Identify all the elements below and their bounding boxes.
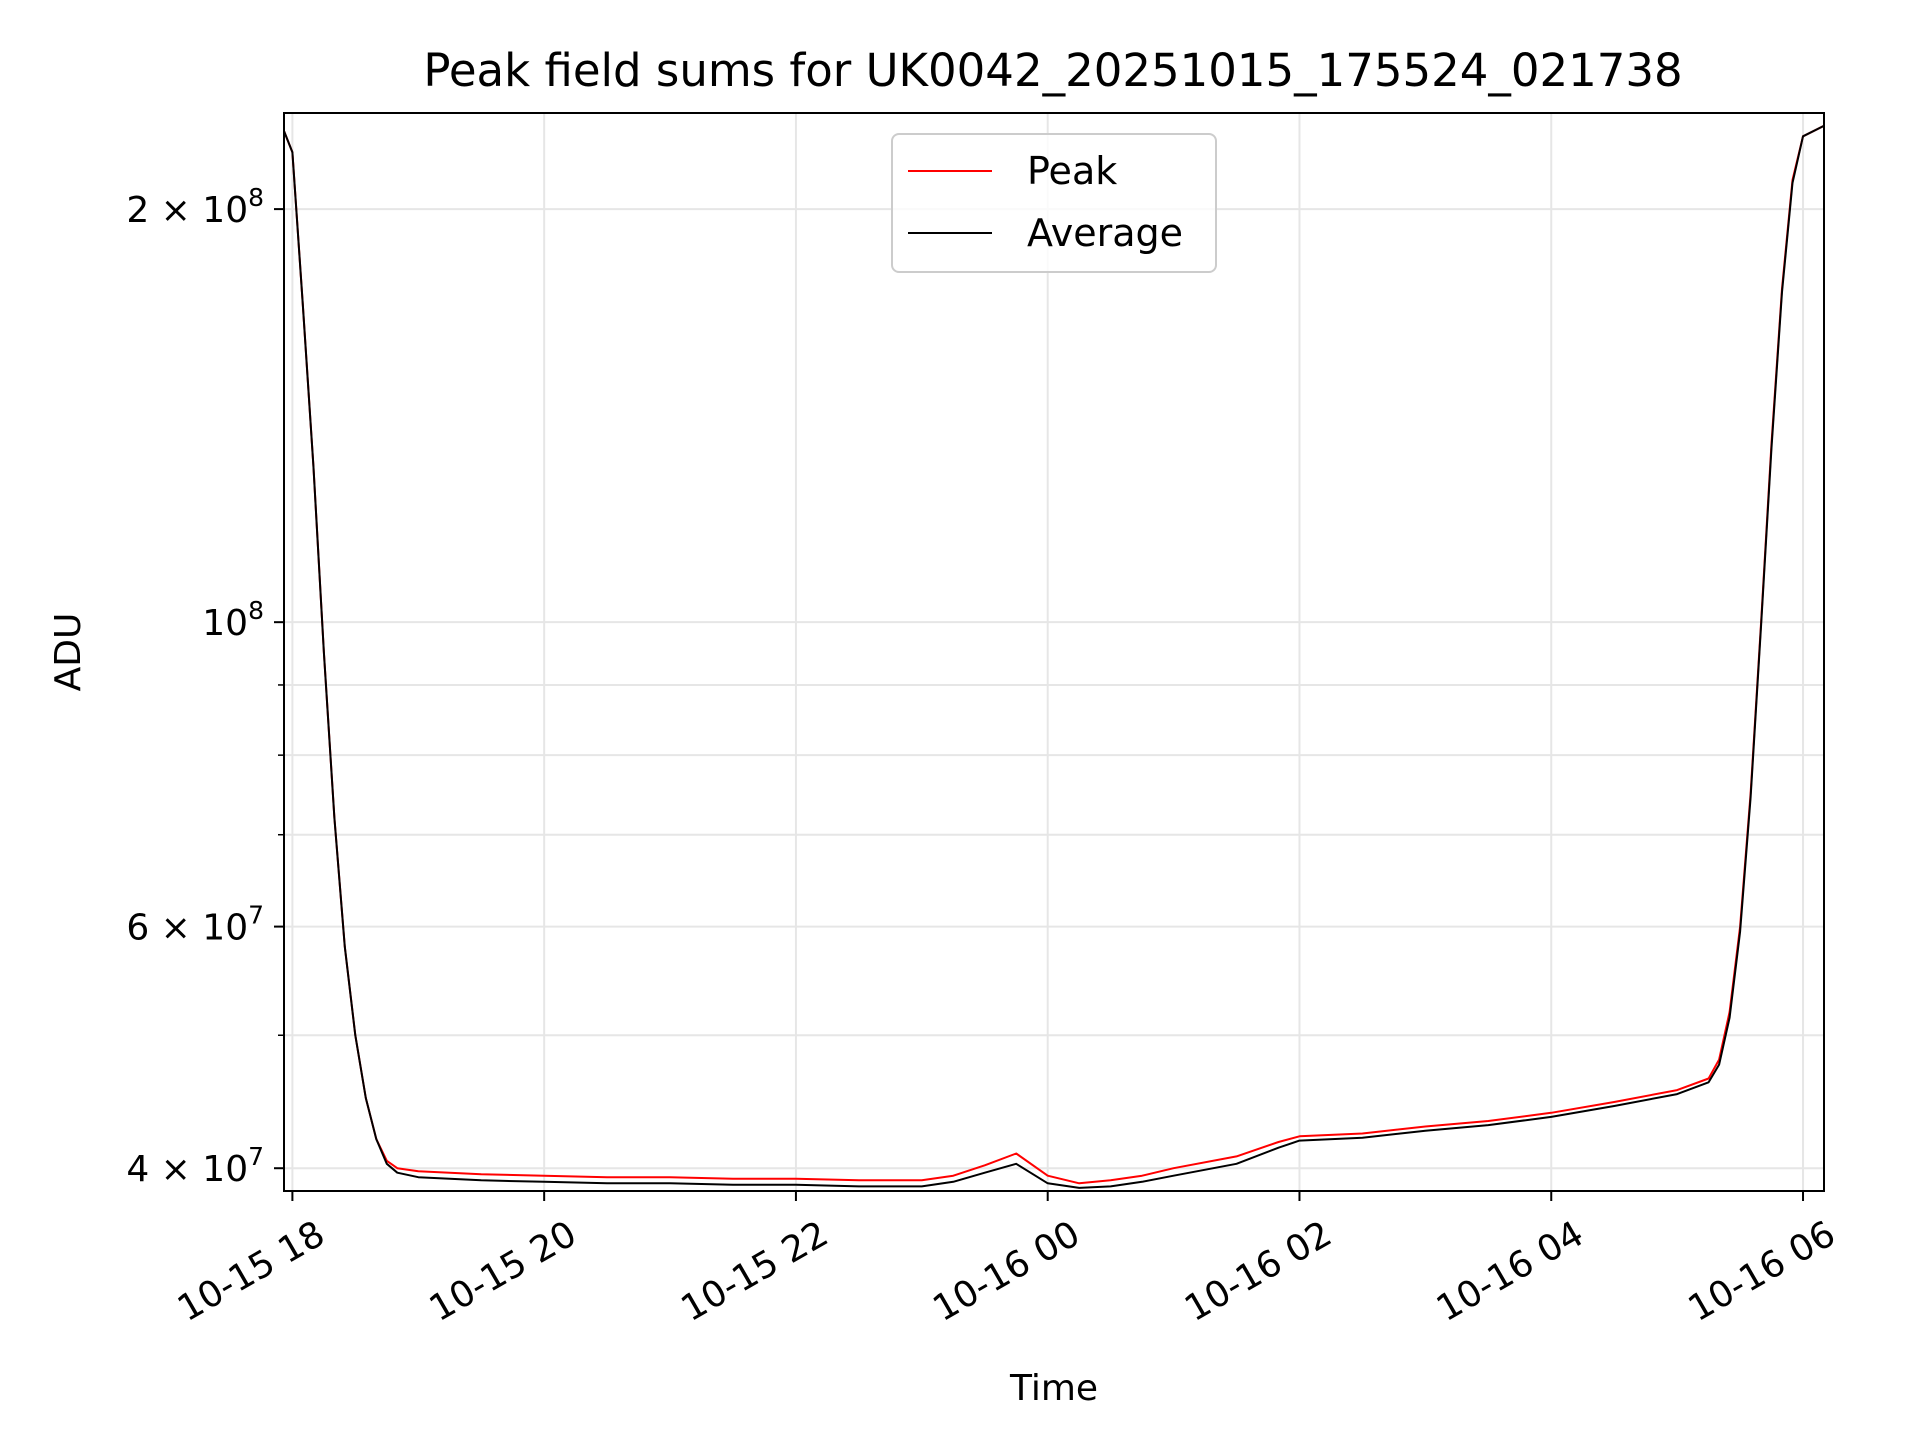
y-tick-label: 6 × 107 xyxy=(126,901,264,949)
plot-area xyxy=(284,113,1824,1191)
legend-box xyxy=(891,133,1217,273)
plot-frame xyxy=(283,112,1825,1192)
legend-label-average: Average xyxy=(1027,211,1183,255)
y-axis: 4 × 107 6 × 107 108 2 × 108 xyxy=(126,183,284,1190)
x-axis-label: Time xyxy=(1009,1368,1098,1409)
y-tick-label: 4 × 107 xyxy=(126,1142,264,1190)
series-layer xyxy=(284,124,1824,1189)
y-tick-label: 108 xyxy=(202,596,264,644)
y-tick-label: 2 × 108 xyxy=(126,183,264,231)
legend: Peak Average xyxy=(891,133,1217,273)
legend-label-peak: Peak xyxy=(1027,149,1117,193)
series-line-average xyxy=(284,124,1824,1189)
y-axis-label: ADU xyxy=(48,613,89,692)
chart-title: Peak field sums for UK0042_20251015_1755… xyxy=(423,44,1682,97)
